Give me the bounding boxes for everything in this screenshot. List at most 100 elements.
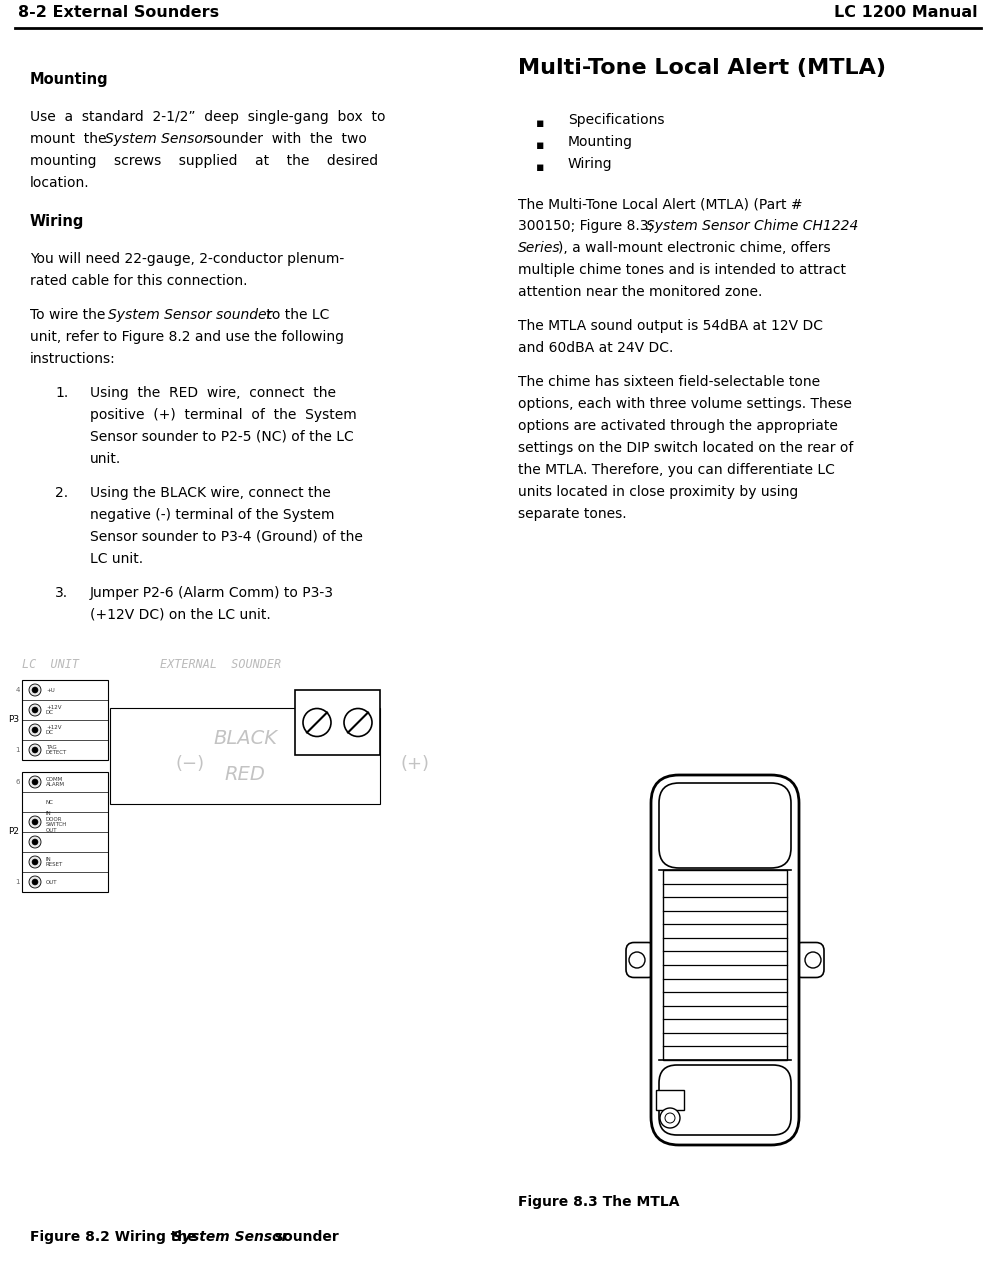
Text: RED: RED	[224, 764, 266, 783]
Circle shape	[32, 728, 38, 733]
Circle shape	[32, 879, 38, 885]
Text: settings on the DIP switch located on the rear of: settings on the DIP switch located on th…	[518, 441, 854, 455]
PathPatch shape	[659, 1066, 791, 1135]
Text: Wiring: Wiring	[30, 214, 85, 230]
Text: Figure 8.2 Wiring the: Figure 8.2 Wiring the	[30, 1229, 201, 1245]
Text: IN
RESET: IN RESET	[46, 856, 64, 868]
Circle shape	[29, 744, 41, 757]
Text: System Sensor: System Sensor	[105, 132, 208, 146]
Text: options, each with three volume settings. These: options, each with three volume settings…	[518, 397, 852, 411]
Text: Wiring: Wiring	[568, 158, 613, 171]
Text: LC unit.: LC unit.	[90, 552, 143, 566]
Circle shape	[32, 859, 38, 865]
Text: sounder: sounder	[270, 1229, 339, 1245]
Circle shape	[32, 839, 38, 845]
Text: separate tones.: separate tones.	[518, 507, 626, 521]
Text: System Sensor: System Sensor	[172, 1229, 289, 1245]
Text: The Multi-Tone Local Alert (MTLA) (Part #: The Multi-Tone Local Alert (MTLA) (Part …	[518, 197, 803, 211]
Text: to the LC: to the LC	[262, 308, 330, 322]
Text: IN
DOOR
SWITCH
OUT: IN DOOR SWITCH OUT	[46, 811, 68, 834]
Text: 4: 4	[16, 687, 20, 694]
Text: (−): (−)	[175, 755, 204, 773]
Text: +12V
DC: +12V DC	[46, 725, 62, 735]
Text: 8-2 External Sounders: 8-2 External Sounders	[18, 5, 219, 20]
Circle shape	[29, 856, 41, 868]
Text: 300150; Figure 8.3;: 300150; Figure 8.3;	[518, 219, 657, 233]
Circle shape	[29, 724, 41, 736]
Circle shape	[303, 709, 331, 736]
Text: EXTERNAL  SOUNDER: EXTERNAL SOUNDER	[160, 658, 281, 671]
Circle shape	[29, 816, 41, 828]
Circle shape	[32, 687, 38, 694]
Text: NC: NC	[46, 799, 54, 805]
Text: ), a wall-mount electronic chime, offers: ), a wall-mount electronic chime, offers	[558, 241, 831, 255]
Circle shape	[32, 747, 38, 753]
Text: Mounting: Mounting	[30, 72, 109, 87]
Text: The MTLA sound output is 54dBA at 12V DC: The MTLA sound output is 54dBA at 12V DC	[518, 319, 823, 333]
Text: multiple chime tones and is intended to attract: multiple chime tones and is intended to …	[518, 264, 846, 277]
Text: rated cable for this connection.: rated cable for this connection.	[30, 274, 247, 288]
Text: P2: P2	[8, 827, 19, 836]
Text: 1.: 1.	[55, 386, 69, 400]
Text: +U: +U	[46, 687, 55, 692]
Circle shape	[32, 779, 38, 786]
Bar	[110, 707, 380, 805]
Text: 3.: 3.	[55, 586, 68, 600]
Text: and 60dBA at 24V DC.: and 60dBA at 24V DC.	[518, 340, 673, 356]
Text: units located in close proximity by using: units located in close proximity by usin…	[518, 485, 798, 499]
PathPatch shape	[626, 942, 656, 977]
Text: unit.: unit.	[90, 451, 122, 467]
Circle shape	[32, 707, 38, 712]
Text: Multi-Tone Local Alert (MTLA): Multi-Tone Local Alert (MTLA)	[518, 58, 886, 78]
Text: positive  (+)  terminal  of  the  System: positive (+) terminal of the System	[90, 409, 357, 422]
Text: location.: location.	[30, 177, 90, 190]
Circle shape	[29, 683, 41, 696]
Text: System Sensor sounder: System Sensor sounder	[108, 308, 272, 322]
Text: LC  UNIT: LC UNIT	[22, 658, 79, 671]
PathPatch shape	[651, 776, 799, 1145]
Text: System Sensor Chime CH1224: System Sensor Chime CH1224	[646, 219, 859, 233]
Text: Specifications: Specifications	[568, 113, 664, 127]
Text: instructions:: instructions:	[30, 352, 116, 366]
Circle shape	[29, 876, 41, 888]
Circle shape	[665, 1113, 675, 1124]
Text: mounting    screws    supplied    at    the    desired: mounting screws supplied at the desired	[30, 154, 378, 168]
Text: options are activated through the appropriate: options are activated through the approp…	[518, 419, 838, 433]
Circle shape	[29, 776, 41, 788]
Text: TAG
DETECT: TAG DETECT	[46, 744, 68, 755]
Text: Figure 8.3 The MTLA: Figure 8.3 The MTLA	[518, 1195, 679, 1209]
Text: To wire the: To wire the	[30, 308, 110, 322]
Bar	[22, 680, 108, 760]
Text: ▪: ▪	[536, 161, 545, 174]
Text: 1: 1	[16, 747, 20, 753]
Circle shape	[660, 1108, 680, 1129]
Circle shape	[29, 836, 41, 847]
Circle shape	[32, 818, 38, 825]
Text: 6: 6	[16, 779, 20, 786]
Bar	[22, 772, 108, 892]
Text: BLACK: BLACK	[213, 729, 277, 748]
Text: sounder  with  the  two: sounder with the two	[198, 132, 367, 146]
Text: Using the BLACK wire, connect the: Using the BLACK wire, connect the	[90, 485, 331, 501]
Text: Sensor sounder to P2-5 (NC) of the LC: Sensor sounder to P2-5 (NC) of the LC	[90, 430, 354, 444]
Text: 1: 1	[16, 879, 20, 885]
Bar	[656, 1090, 684, 1110]
Text: COMM
ALARM: COMM ALARM	[46, 777, 65, 787]
PathPatch shape	[659, 783, 791, 868]
Text: LC 1200 Manual: LC 1200 Manual	[835, 5, 978, 20]
Circle shape	[344, 709, 372, 736]
Bar	[663, 870, 787, 1061]
Text: Series: Series	[518, 241, 561, 255]
Bar	[295, 690, 380, 755]
Circle shape	[629, 952, 645, 968]
Text: Mounting: Mounting	[568, 135, 633, 149]
Text: negative (-) terminal of the System: negative (-) terminal of the System	[90, 508, 335, 522]
Text: mount  the: mount the	[30, 132, 111, 146]
Text: Jumper P2-6 (Alarm Comm) to P3-3: Jumper P2-6 (Alarm Comm) to P3-3	[90, 586, 334, 600]
Text: 2.: 2.	[55, 485, 68, 501]
Text: ▪: ▪	[536, 117, 545, 130]
Text: The chime has sixteen field-selectable tone: The chime has sixteen field-selectable t…	[518, 375, 820, 388]
Text: You will need 22-gauge, 2-conductor plenum-: You will need 22-gauge, 2-conductor plen…	[30, 252, 345, 266]
Text: attention near the monitored zone.: attention near the monitored zone.	[518, 285, 762, 299]
Text: +12V
DC: +12V DC	[46, 705, 62, 715]
